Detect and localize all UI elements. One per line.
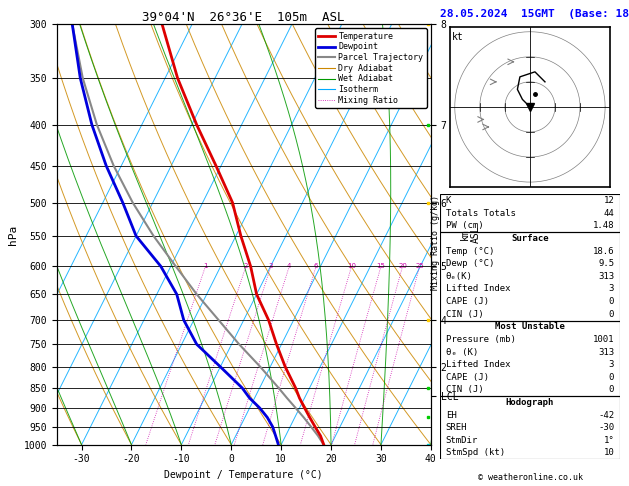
Text: 3: 3 (609, 284, 614, 294)
Text: 1: 1 (203, 263, 208, 269)
Text: SREH: SREH (446, 423, 467, 432)
Y-axis label: hPa: hPa (8, 225, 18, 244)
Text: 2: 2 (243, 263, 248, 269)
Text: CAPE (J): CAPE (J) (446, 373, 489, 382)
Text: 3: 3 (269, 263, 273, 269)
Bar (440, 396, 620, 459)
Text: Most Unstable: Most Unstable (495, 322, 565, 331)
Text: 0: 0 (609, 373, 614, 382)
Text: 0: 0 (609, 385, 614, 395)
Text: θₑ (K): θₑ (K) (446, 347, 478, 357)
Text: © weatheronline.co.uk: © weatheronline.co.uk (478, 473, 582, 482)
Text: θₑ(K): θₑ(K) (446, 272, 472, 281)
Text: 44: 44 (603, 209, 614, 218)
Text: kt: kt (452, 32, 464, 42)
Text: 28.05.2024  15GMT  (Base: 18): 28.05.2024 15GMT (Base: 18) (440, 9, 629, 19)
Text: Lifted Index: Lifted Index (446, 360, 510, 369)
Text: 0: 0 (609, 297, 614, 306)
Text: K: K (446, 196, 451, 205)
Legend: Temperature, Dewpoint, Parcel Trajectory, Dry Adiabat, Wet Adiabat, Isotherm, Mi: Temperature, Dewpoint, Parcel Trajectory… (315, 29, 426, 108)
Text: 20: 20 (398, 263, 407, 269)
Text: 15: 15 (377, 263, 386, 269)
Text: Surface: Surface (511, 234, 548, 243)
X-axis label: Dewpoint / Temperature (°C): Dewpoint / Temperature (°C) (164, 470, 323, 480)
Text: 3: 3 (609, 360, 614, 369)
Text: Mixing Ratio (g/kg): Mixing Ratio (g/kg) (431, 195, 440, 291)
Text: 10: 10 (347, 263, 356, 269)
Text: PW (cm): PW (cm) (446, 222, 483, 230)
Y-axis label: km
ASL: km ASL (460, 226, 481, 243)
Text: 9.5: 9.5 (598, 259, 614, 268)
Text: 313: 313 (598, 272, 614, 281)
Bar (440, 321, 620, 396)
Text: 6: 6 (314, 263, 318, 269)
Text: 25: 25 (415, 263, 424, 269)
Text: Dewp (°C): Dewp (°C) (446, 259, 494, 268)
Text: Pressure (mb): Pressure (mb) (446, 335, 516, 344)
Text: CIN (J): CIN (J) (446, 310, 483, 319)
Text: Lifted Index: Lifted Index (446, 284, 510, 294)
Text: StmSpd (kt): StmSpd (kt) (446, 449, 505, 457)
Text: 0: 0 (609, 310, 614, 319)
Text: Temp (°C): Temp (°C) (446, 247, 494, 256)
Text: 1°: 1° (603, 436, 614, 445)
Text: 1001: 1001 (593, 335, 614, 344)
Title: 39°04'N  26°36'E  105m  ASL: 39°04'N 26°36'E 105m ASL (143, 11, 345, 24)
Text: Hodograph: Hodograph (506, 398, 554, 407)
Bar (440, 232, 620, 321)
Text: -42: -42 (598, 411, 614, 419)
Text: CAPE (J): CAPE (J) (446, 297, 489, 306)
Text: 1.48: 1.48 (593, 222, 614, 230)
Text: 313: 313 (598, 347, 614, 357)
Bar (440, 194, 620, 232)
Text: Totals Totals: Totals Totals (446, 209, 516, 218)
Text: CIN (J): CIN (J) (446, 385, 483, 395)
Text: 12: 12 (603, 196, 614, 205)
Text: -30: -30 (598, 423, 614, 432)
Text: 4: 4 (287, 263, 291, 269)
Text: EH: EH (446, 411, 457, 419)
Text: 18.6: 18.6 (593, 247, 614, 256)
Text: 10: 10 (603, 449, 614, 457)
Text: StmDir: StmDir (446, 436, 478, 445)
